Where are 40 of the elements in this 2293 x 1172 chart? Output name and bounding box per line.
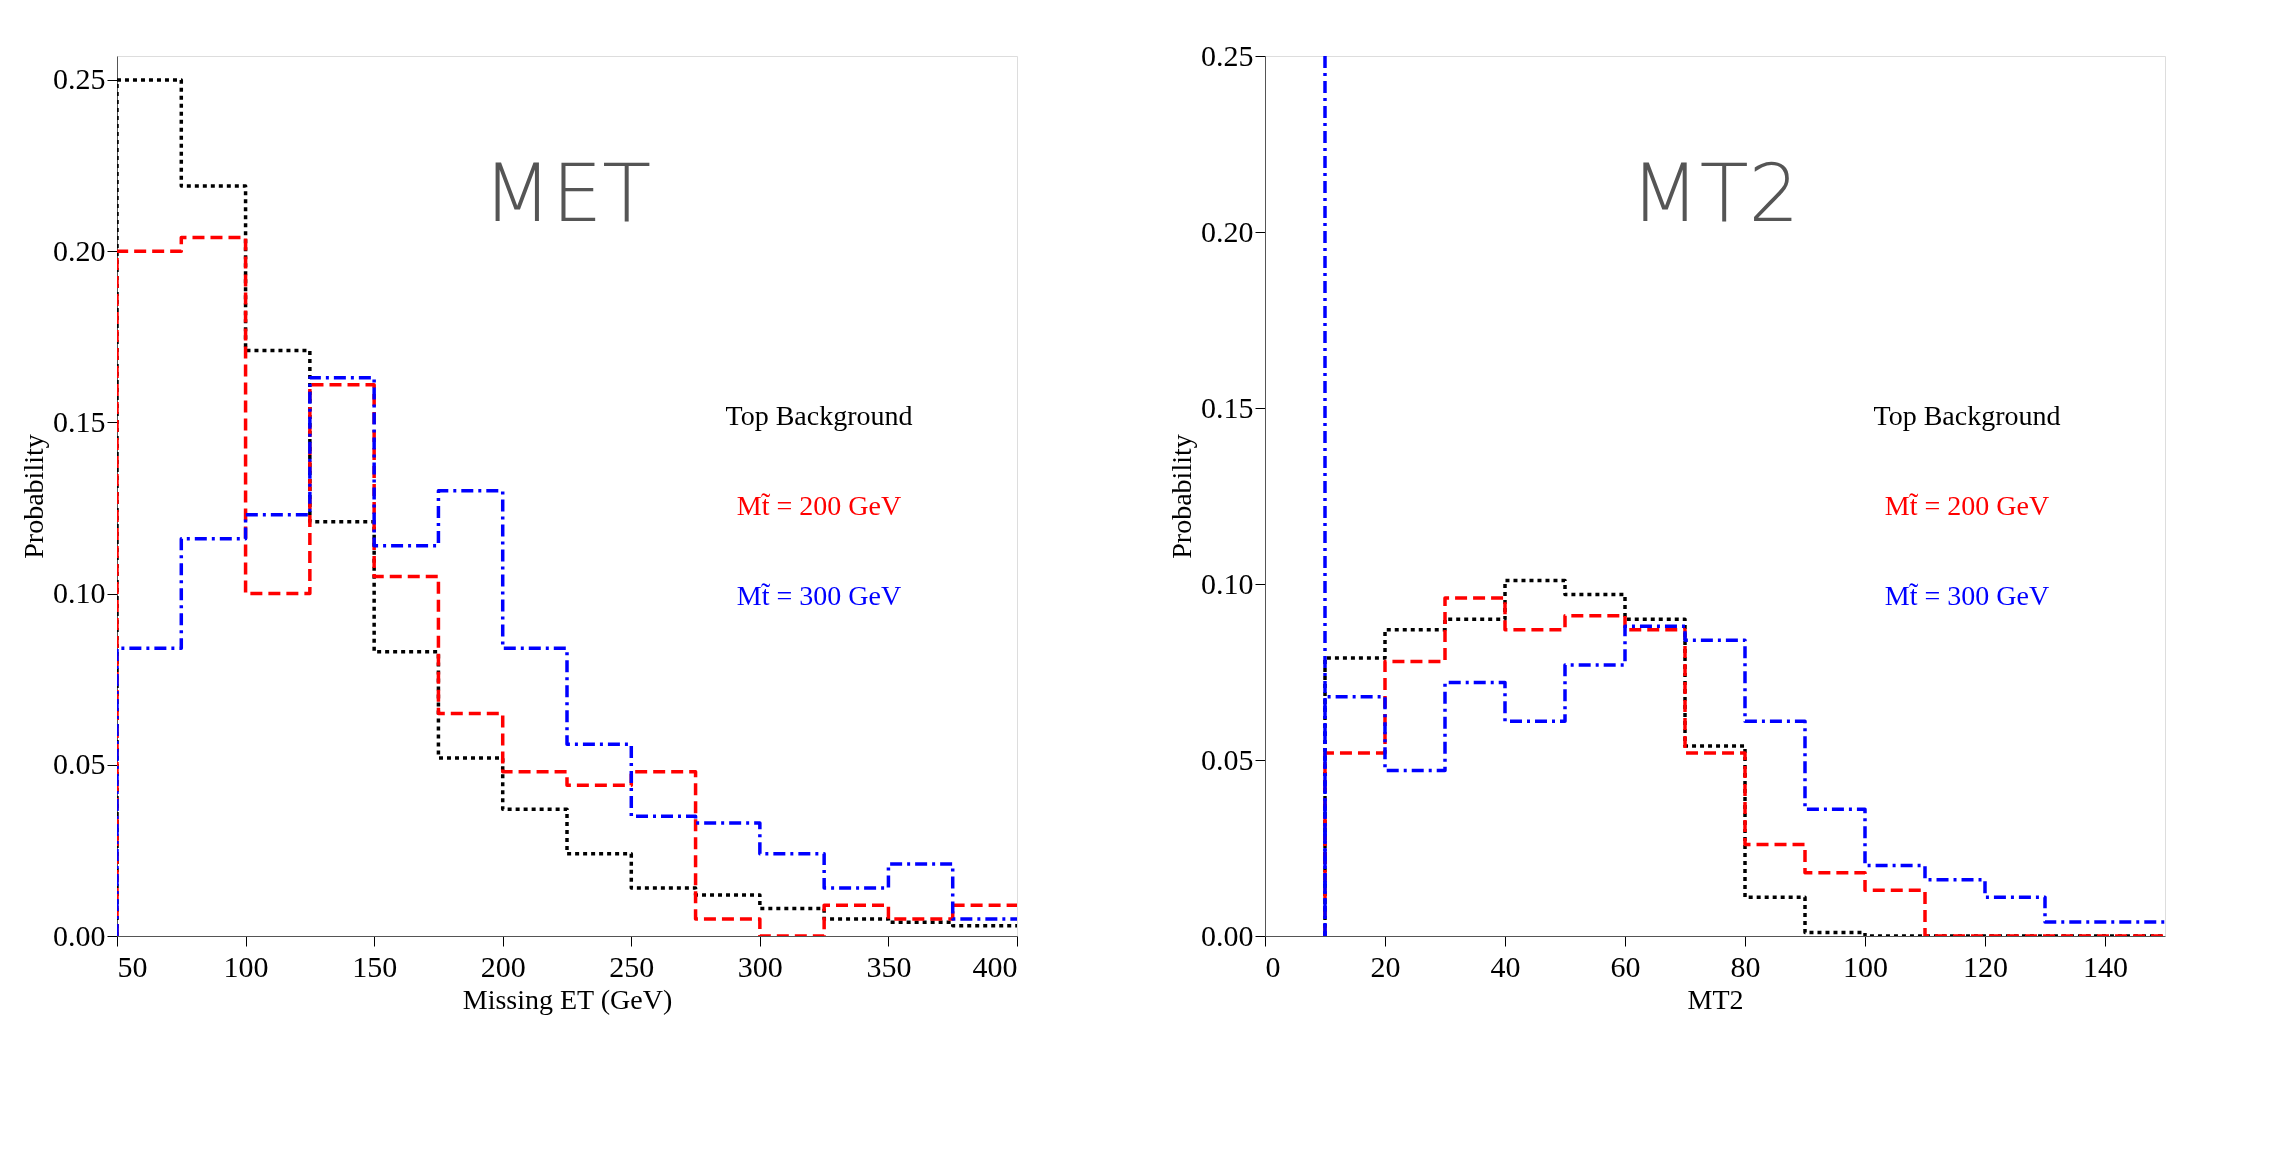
y-tick-label: 0.00 [1201,918,1254,952]
x-axis-title: MT2 [1687,983,1744,1015]
text: MET [482,146,652,240]
y-tick-label: 0.05 [1201,742,1254,776]
x-tick-label: 40 [1490,949,1521,983]
y-tick-label: 0.15 [53,404,106,438]
text: MT2 [1630,146,1800,240]
x-tick-label: 0 [1265,949,1281,983]
y-tick-label: 0.25 [1201,38,1254,72]
x-tick-label: 400 [972,949,1018,983]
y-tick-label: 0.20 [53,233,106,267]
x-tick-label: 60 [1610,949,1641,983]
x-tick-label: 300 [737,949,783,983]
y-axis-title: Probability [1166,434,1197,559]
y-tick-label: 0.15 [1201,390,1254,424]
x-tick-label: 140 [2083,949,2128,983]
text: Mt̃ = 200 GeV [736,489,902,521]
x-tick-label: 250 [609,949,655,983]
text: Mt̃ = 200 GeV [1884,489,2050,521]
text: Top Background [725,399,913,431]
text: Top Background [1873,399,2061,431]
y-tick-label: 0.20 [1201,214,1254,248]
x-tick-label: 200 [480,949,526,983]
x-tick-label: 80 [1730,949,1761,983]
text: Mt̃ = 300 GeV [736,579,902,611]
y-tick-label: 0.05 [53,747,106,781]
y-tick-label: 0.10 [53,576,106,610]
y-axis-title: Probability [18,434,49,559]
x-tick-label: 350 [866,949,912,983]
x-axis-title: Missing ET (GeV) [462,983,673,1015]
y-tick-label: 0.25 [53,62,106,96]
x-tick-label: 120 [1963,949,2008,983]
y-tick-label: 0.10 [1201,566,1254,600]
x-tick-label: 150 [352,949,398,983]
y-tick-label: 0.00 [53,918,106,952]
x-tick-label: 100 [223,949,269,983]
x-tick-label: 100 [1843,949,1888,983]
x-tick-label: 50 [117,949,148,983]
x-tick-label: 20 [1370,949,1401,983]
text: Mt̃ = 300 GeV [1884,579,2050,611]
